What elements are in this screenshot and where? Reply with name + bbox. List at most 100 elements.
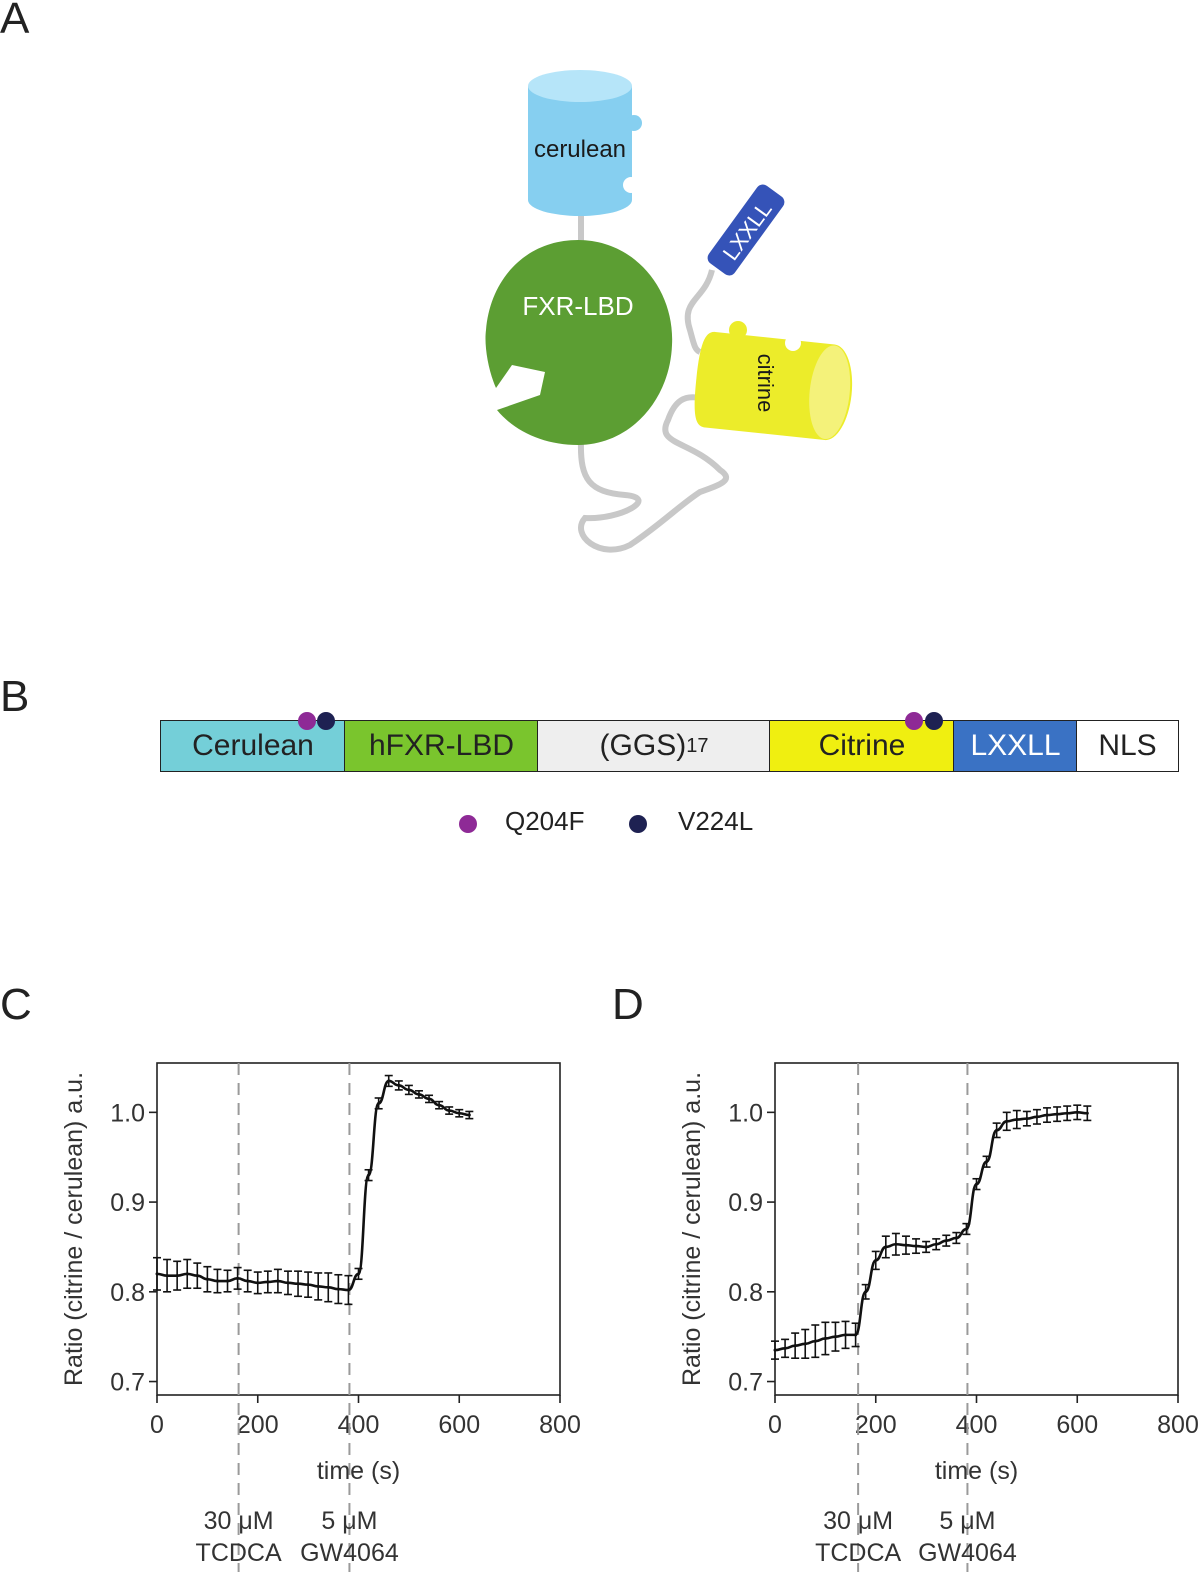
citrine-label: citrine bbox=[753, 354, 778, 413]
y-tick-label: 0.8 bbox=[110, 1279, 145, 1307]
mutation-q204f-citrine-dot bbox=[905, 712, 923, 730]
event-label-0-compound: TCDCA bbox=[815, 1539, 901, 1567]
data-point bbox=[944, 1239, 948, 1243]
data-point bbox=[884, 1245, 888, 1249]
data-point bbox=[985, 1160, 989, 1164]
data-point bbox=[286, 1281, 290, 1285]
x-tick-label: 600 bbox=[438, 1411, 480, 1439]
event-label-1-compound: GW4064 bbox=[918, 1539, 1017, 1567]
data-point bbox=[336, 1287, 340, 1291]
segment-ggs-subscript: 17 bbox=[686, 734, 709, 757]
data-point bbox=[833, 1335, 837, 1339]
event-label-1-concentration: 5 μM bbox=[939, 1507, 995, 1535]
segment-cerulean-label: Cerulean bbox=[192, 729, 314, 762]
mutation-v224l-citrine-dot bbox=[925, 712, 943, 730]
data-point bbox=[195, 1274, 199, 1278]
segment-hfxr-lbd: hFXR-LBD bbox=[344, 720, 539, 772]
x-tick-label: 800 bbox=[539, 1411, 581, 1439]
chart-panel-d: 0.7 0.8 0.9 1.0 0 200 400 600 800 time (s) Ratio (… bbox=[678, 1062, 1199, 1572]
panel-label-b: B bbox=[0, 672, 30, 721]
data-point bbox=[914, 1244, 918, 1248]
x-tick-label: 0 bbox=[150, 1411, 164, 1439]
segment-ggs-linker: (GGS) 17 bbox=[537, 720, 771, 772]
data-point bbox=[803, 1342, 807, 1346]
data-point bbox=[1085, 1111, 1089, 1115]
data-point bbox=[346, 1288, 350, 1292]
data-point bbox=[236, 1276, 240, 1280]
sensor-schematic: cerulean FXR-LBD LXXLL citrine bbox=[485, 70, 853, 553]
data-point bbox=[467, 1113, 471, 1117]
x-tick-label: 600 bbox=[1056, 1411, 1098, 1439]
data-point bbox=[1005, 1119, 1009, 1123]
data-point bbox=[367, 1173, 371, 1177]
data-point bbox=[357, 1272, 360, 1276]
data-point bbox=[306, 1283, 310, 1287]
data-point bbox=[457, 1111, 461, 1115]
data-point bbox=[1035, 1115, 1039, 1119]
y-tick-label: 0.8 bbox=[728, 1279, 763, 1307]
data-point bbox=[904, 1243, 908, 1247]
y-tick-label: 1.0 bbox=[728, 1099, 763, 1127]
y-tick-label: 0.7 bbox=[728, 1369, 763, 1397]
x-axis-label: time (s) bbox=[317, 1457, 400, 1485]
data-point bbox=[226, 1279, 230, 1283]
data-point bbox=[397, 1083, 401, 1087]
data-point bbox=[276, 1279, 280, 1283]
data-point bbox=[165, 1274, 169, 1278]
data-point bbox=[793, 1344, 797, 1348]
data-point bbox=[995, 1128, 999, 1132]
data-point bbox=[1055, 1112, 1059, 1116]
data-point bbox=[823, 1336, 827, 1340]
segment-nls: NLS bbox=[1076, 720, 1179, 772]
x-tick-label: 200 bbox=[855, 1411, 897, 1439]
y-tick-label: 0.7 bbox=[110, 1369, 145, 1397]
panel-label-a: A bbox=[0, 0, 30, 43]
mutation-q204f-cerulean-dot bbox=[298, 712, 316, 730]
segment-nls-label: NLS bbox=[1098, 729, 1157, 762]
data-point bbox=[215, 1279, 219, 1283]
data-point bbox=[773, 1348, 777, 1352]
legend-q204f-dot bbox=[459, 815, 477, 833]
y-axis-label: Ratio (citrine / cerulean) a.u. bbox=[678, 1072, 706, 1386]
panel-label-c: C bbox=[0, 980, 32, 1029]
event-label-1-concentration: 5 μM bbox=[321, 1507, 377, 1535]
data-point bbox=[326, 1285, 330, 1289]
citrine-barrel: citrine bbox=[694, 321, 853, 441]
data-point bbox=[1025, 1117, 1029, 1121]
data-point bbox=[874, 1258, 878, 1262]
segment-cerulean: Cerulean bbox=[160, 720, 346, 772]
data-point bbox=[894, 1242, 898, 1246]
x-tick-label: 200 bbox=[237, 1411, 279, 1439]
segment-lxxll: LXXLL bbox=[953, 720, 1078, 772]
data-point bbox=[155, 1272, 159, 1276]
event-label-1-compound: GW4064 bbox=[300, 1539, 399, 1567]
panel-label-d: D bbox=[612, 980, 644, 1029]
x-tick-label: 800 bbox=[1157, 1411, 1199, 1439]
segment-hfxr-lbd-label: hFXR-LBD bbox=[368, 729, 515, 762]
cerulean-barrel: cerulean bbox=[528, 70, 642, 216]
data-point bbox=[377, 1101, 381, 1105]
data-point bbox=[783, 1346, 787, 1350]
legend-q204f-label: Q204F bbox=[505, 806, 585, 836]
data-point bbox=[1065, 1111, 1069, 1115]
data-point bbox=[417, 1092, 421, 1096]
data-point bbox=[296, 1282, 300, 1286]
plot-frame bbox=[156, 1062, 561, 1396]
mutation-v224l-cerulean-dot bbox=[317, 712, 335, 730]
data-point bbox=[975, 1182, 978, 1186]
y-tick-label: 0.9 bbox=[728, 1189, 763, 1217]
series-line bbox=[774, 1111, 1088, 1352]
event-label-0-concentration: 30 μM bbox=[823, 1507, 893, 1535]
x-tick-label: 400 bbox=[956, 1411, 998, 1439]
data-point bbox=[427, 1097, 431, 1101]
data-point bbox=[256, 1281, 260, 1285]
x-axis-label: time (s) bbox=[935, 1457, 1018, 1485]
chart-panel-c: 0.7 0.8 0.9 1.0 0 200 400 600 800 time (s) Ratio (… bbox=[60, 1062, 581, 1572]
data-point bbox=[205, 1277, 209, 1281]
data-point bbox=[844, 1333, 848, 1337]
data-point bbox=[1045, 1113, 1049, 1117]
data-point bbox=[316, 1284, 320, 1288]
linker-lxxll-citrine bbox=[684, 269, 715, 355]
series-line bbox=[156, 1079, 470, 1292]
y-tick-label: 1.0 bbox=[110, 1099, 145, 1127]
